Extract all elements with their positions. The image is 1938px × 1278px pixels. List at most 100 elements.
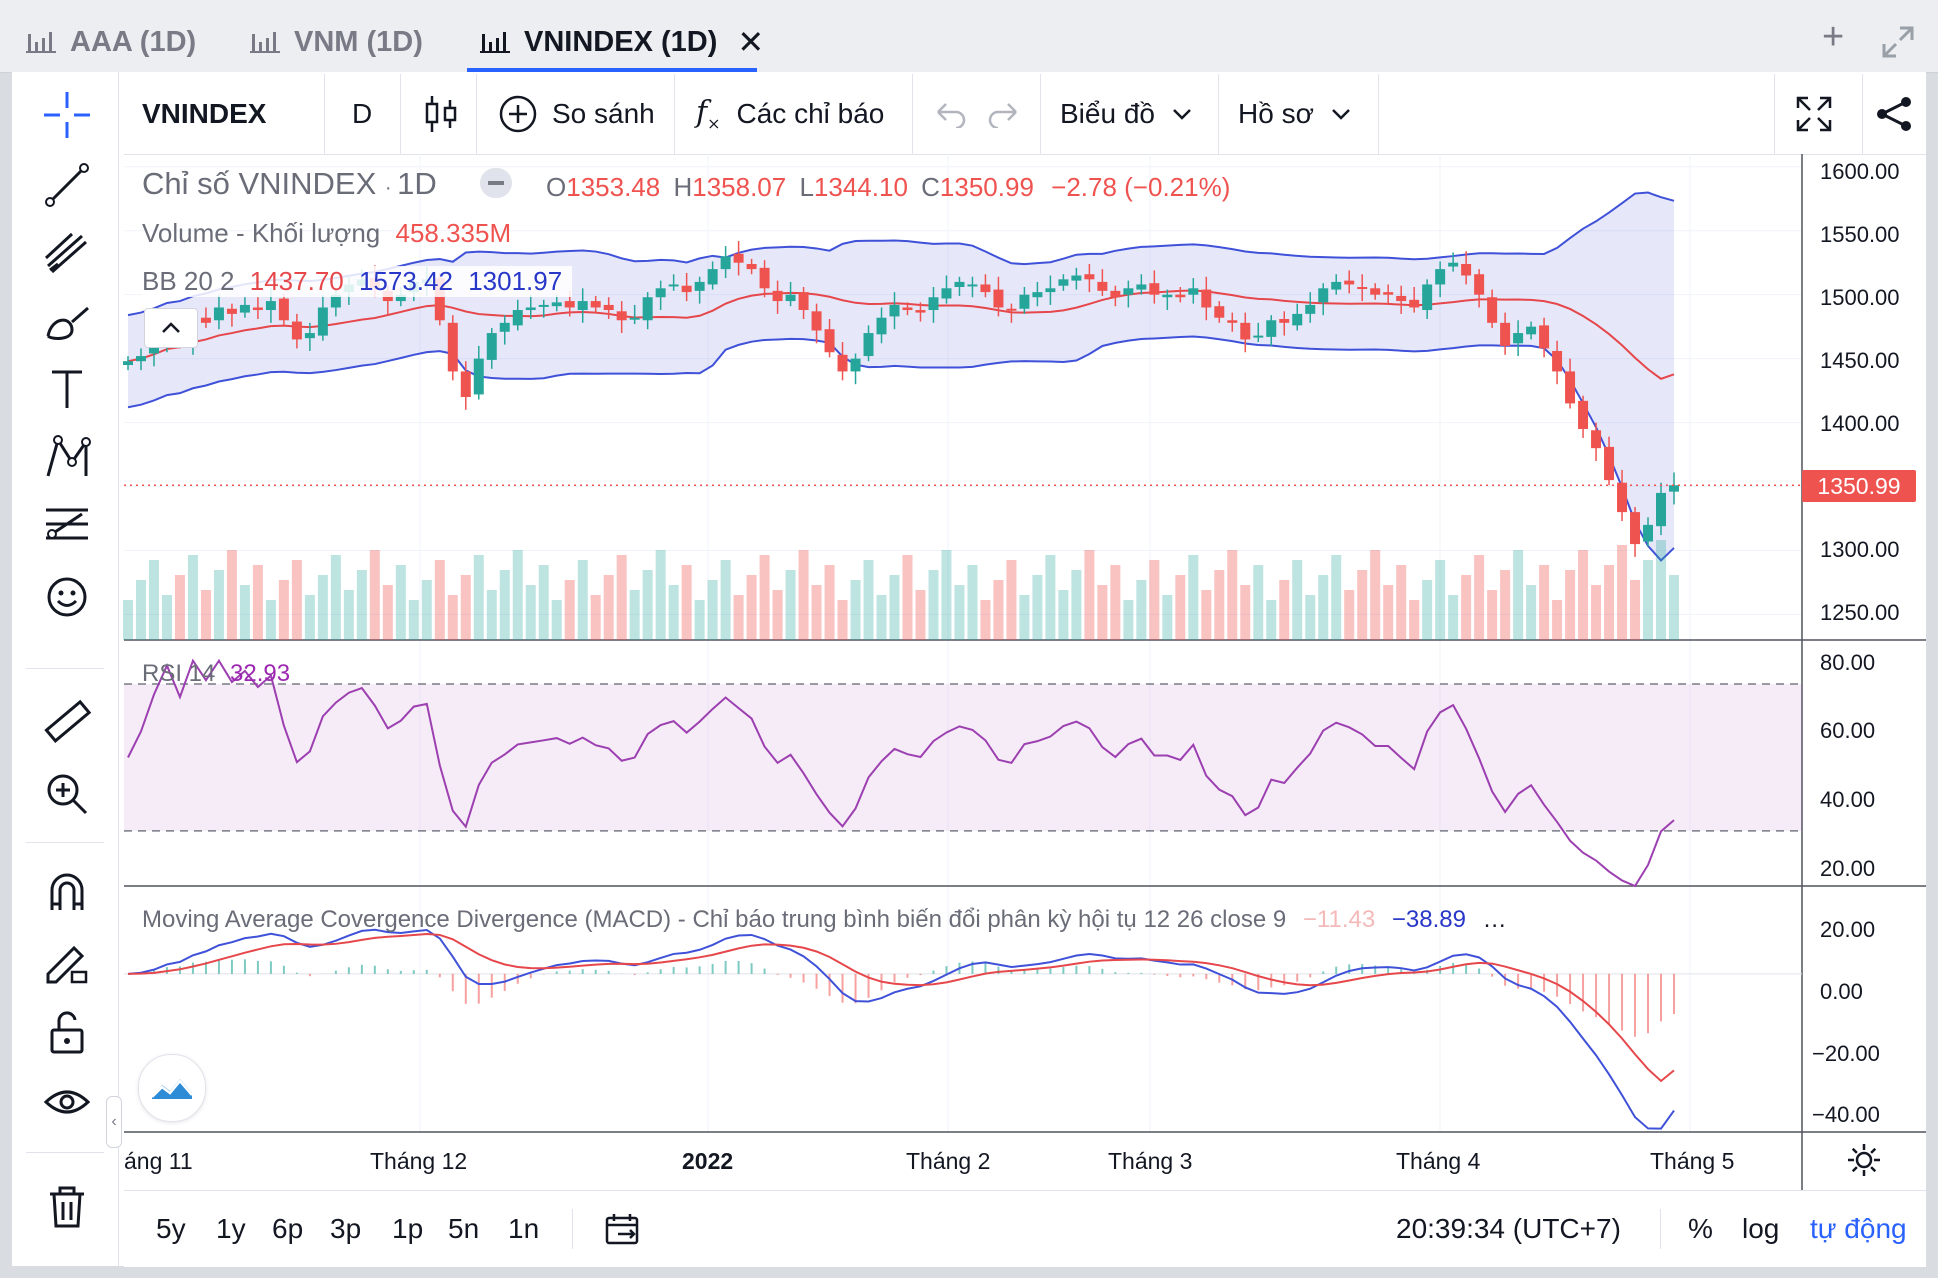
toolbar-divider	[1660, 1209, 1661, 1249]
minus-icon	[488, 181, 504, 185]
trash-icon[interactable]	[42, 1182, 92, 1232]
function-icon: f×	[696, 95, 721, 133]
text-icon[interactable]	[42, 364, 92, 414]
volume-bar	[603, 575, 614, 640]
auto-toggle[interactable]: tự động	[1810, 1213, 1907, 1244]
magnet-icon[interactable]	[42, 868, 92, 918]
range-1p[interactable]: 1p	[392, 1213, 424, 1244]
volume-bar	[1474, 555, 1485, 640]
toolbar-divider	[476, 74, 477, 154]
profile-menu-button[interactable]: Hồ sơ	[1238, 74, 1352, 154]
volume-bar	[1019, 595, 1030, 640]
toolbar-divider	[1218, 74, 1219, 154]
eye-icon[interactable]	[42, 1078, 92, 1128]
candle-body	[616, 311, 627, 321]
candle-body	[655, 288, 666, 298]
volume-bar	[1071, 570, 1082, 640]
range-1n[interactable]: 1n	[508, 1213, 540, 1244]
symbol-search[interactable]: VNINDEX	[142, 98, 267, 129]
candle-body	[226, 308, 237, 314]
volume-bar	[369, 550, 380, 640]
unlock-icon[interactable]	[42, 1008, 92, 1058]
volume-bar	[720, 560, 731, 640]
tab-label: VNM (1D)	[294, 25, 423, 58]
clock-display[interactable]: 20:39:34 (UTC+7)	[1396, 1213, 1621, 1244]
candle-body	[1006, 308, 1017, 311]
candle-body	[993, 289, 1004, 308]
calendar-icon[interactable]	[604, 1191, 642, 1267]
brush-icon[interactable]	[42, 296, 92, 346]
collapse-legend-button[interactable]	[480, 168, 512, 198]
redo-icon[interactable]	[988, 74, 1020, 154]
candle-body	[694, 281, 705, 291]
tab-aaa[interactable]: AAA (1D)	[26, 22, 196, 62]
candle-body	[954, 281, 965, 288]
candle-body	[629, 317, 640, 320]
pattern-icon[interactable]	[42, 432, 92, 482]
volume-bar	[1045, 555, 1056, 640]
undo-icon[interactable]	[934, 74, 966, 154]
compare-label: So sánh	[552, 98, 655, 129]
volume-bar	[993, 580, 1004, 640]
low-label: L	[799, 172, 814, 202]
log-toggle[interactable]: log	[1742, 1213, 1780, 1244]
range-3p[interactable]: 3p	[330, 1213, 362, 1244]
volume-bar	[733, 595, 744, 640]
volume-bar	[824, 565, 835, 640]
tab-label: AAA (1D)	[70, 25, 197, 58]
compare-button[interactable]: So sánh	[498, 74, 655, 154]
range-1y[interactable]: 1y	[216, 1213, 246, 1244]
fork-icon[interactable]	[42, 228, 92, 278]
price-axis-label: 1550.00	[1820, 222, 1900, 247]
expand-icon[interactable]	[1880, 24, 1916, 60]
volume-bar	[1344, 590, 1355, 640]
logo-icon[interactable]	[138, 1054, 206, 1122]
ruler-icon[interactable]	[42, 697, 92, 747]
candle-body	[213, 307, 224, 321]
chart-menu-label: Biểu đồ	[1060, 98, 1155, 129]
percent-toggle[interactable]: %	[1688, 1213, 1713, 1244]
candle-body	[525, 307, 536, 311]
settings-gear-icon[interactable]	[1846, 1142, 1882, 1183]
volume-bar	[1084, 550, 1095, 640]
volume-bar	[512, 550, 523, 640]
tab-vnm[interactable]: VNM (1D)	[250, 22, 423, 62]
candles-icon[interactable]	[424, 74, 458, 154]
fullscreen-icon[interactable]	[1794, 74, 1834, 154]
crosshair-icon[interactable]	[42, 90, 92, 140]
volume-bar	[1604, 565, 1615, 640]
bb-mid-value: 1437.70	[249, 266, 344, 296]
prediction-icon[interactable]	[42, 500, 92, 550]
interval-button[interactable]: D	[352, 98, 373, 129]
volume-bar	[1162, 595, 1173, 640]
add-tab-icon[interactable]: +	[1822, 16, 1845, 58]
ohlc-values: O1353.48 H1358.07 L1344.10 C1350.99 −2.7…	[546, 172, 1230, 203]
trend-line-icon[interactable]	[42, 160, 92, 210]
drawing-toolbar	[12, 72, 119, 1266]
share-icon[interactable]	[1874, 74, 1914, 154]
volume-bar	[1617, 545, 1628, 640]
collapse-toolbar-button[interactable]: ‹	[106, 1096, 122, 1148]
tab-vnindex[interactable]: VNINDEX (1D) ✕	[480, 22, 764, 62]
close-icon[interactable]: ✕	[737, 24, 765, 60]
range-5n[interactable]: 5n	[448, 1213, 480, 1244]
volume-bar	[174, 575, 185, 640]
open-value: 1353.48	[566, 172, 661, 202]
more-icon[interactable]: …	[1482, 906, 1507, 933]
range-6p[interactable]: 6p	[272, 1213, 304, 1244]
high-label: H	[673, 172, 693, 202]
volume-bar	[525, 585, 536, 640]
chart-menu-button[interactable]: Biểu đồ	[1060, 74, 1193, 154]
rsi-band	[124, 684, 1802, 831]
profile-menu-label: Hồ sơ	[1238, 98, 1314, 129]
volume-bar	[863, 560, 874, 640]
lock-drawing-icon[interactable]	[42, 938, 92, 988]
toolbar-divider	[1040, 74, 1041, 154]
close-value: 1350.99	[939, 172, 1034, 202]
range-5y[interactable]: 5y	[156, 1213, 186, 1244]
volume-bar	[551, 600, 562, 640]
indicators-button[interactable]: f× Các chỉ báo	[696, 74, 884, 154]
emoji-icon[interactable]	[42, 572, 92, 622]
zoom-in-icon[interactable]	[42, 769, 92, 819]
collapse-indicators-button[interactable]	[144, 308, 198, 348]
